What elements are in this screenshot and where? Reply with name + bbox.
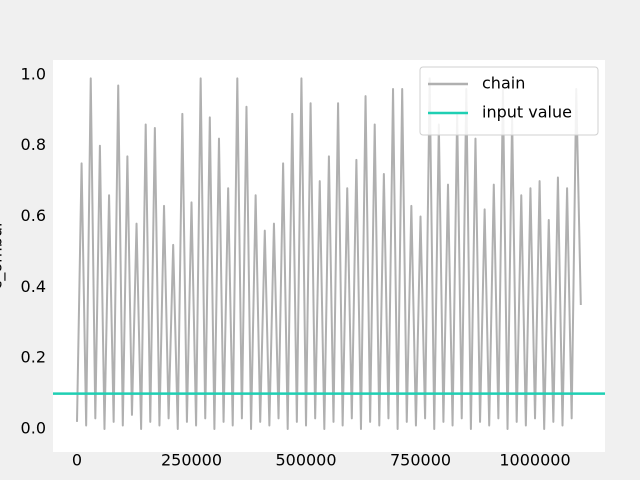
x-tick-label: 500000: [275, 451, 336, 470]
y-tick-label: 0.6: [21, 206, 46, 225]
chain-line: [76, 77, 582, 430]
legend-label: chain: [482, 74, 525, 93]
y-tick-label: 0.0: [21, 418, 46, 437]
x-tick-label: 750000: [390, 451, 451, 470]
y-tick-label: 1.0: [21, 64, 46, 83]
y-axis-label: c_ombul: [0, 223, 7, 290]
x-axis-label: step number: [278, 479, 381, 480]
x-tick-label: 1000000: [499, 451, 570, 470]
x-tick-label: 250000: [161, 451, 222, 470]
y-tick-label: 0.2: [21, 348, 46, 367]
y-tick-label: 0.4: [21, 277, 46, 296]
x-tick-label: 0: [72, 451, 82, 470]
legend-label: input value: [482, 103, 572, 122]
y-tick-label: 0.8: [21, 135, 46, 154]
